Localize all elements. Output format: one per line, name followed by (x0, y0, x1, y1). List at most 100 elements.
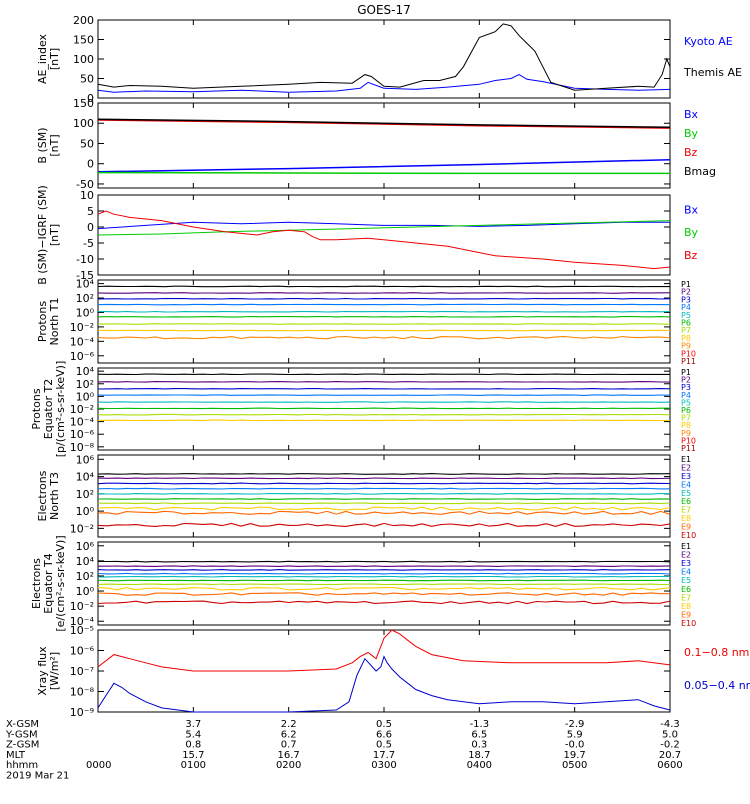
y-axis-label: North T1 (48, 298, 61, 346)
y-tick-label: 10⁻² (70, 600, 94, 613)
channel-line-p4 (98, 395, 670, 396)
panel-frame (98, 455, 670, 537)
channel-line-p4 (98, 304, 670, 305)
channel-line-e10 (98, 523, 670, 526)
channel-line-e3 (98, 570, 670, 571)
x-axis-value: 0000 (86, 760, 111, 771)
legend-entry: Bz (684, 249, 698, 262)
y-tick-label: 10² (76, 292, 94, 305)
series-line-bx (98, 160, 670, 172)
y-tick-label: 10⁻⁸ (70, 686, 95, 699)
y-tick-label: 10² (76, 378, 94, 391)
channel-line-e8 (98, 588, 670, 591)
legend-entry: Bx (684, 108, 699, 121)
y-tick-label: 10⁻⁹ (70, 706, 94, 719)
y-tick-label: 100 (73, 53, 94, 66)
channel-line-e6 (98, 580, 670, 581)
x-axis-value: 0600 (657, 760, 682, 771)
y-axis-label: North T3 (48, 472, 61, 520)
channel-legend-p11: P11 (681, 357, 696, 366)
y-tick-label: 10⁻² (70, 321, 94, 334)
x-axis-value: 0500 (562, 760, 587, 771)
channel-line-e2 (98, 566, 670, 567)
y-axis-label: [W/m²] (48, 652, 61, 690)
x-axis-value: 0300 (371, 760, 396, 771)
series-line-themis-ae (98, 24, 670, 90)
y-tick-label: 10⁻⁴ (70, 335, 95, 348)
legend-entry: Bx (684, 203, 699, 216)
series-line-by (98, 173, 670, 174)
channel-line-p1 (98, 286, 670, 287)
channel-line-e9 (98, 593, 670, 596)
y-tick-label: 10⁶ (76, 453, 95, 466)
channel-legend-p11: P11 (681, 444, 696, 453)
y-tick-label: -5 (83, 237, 94, 250)
channel-line-p7 (98, 414, 670, 415)
y-tick-label: 10⁰ (76, 390, 95, 403)
y-tick-label: 10⁻⁸ (70, 441, 95, 454)
channel-legend-e10: E10 (681, 531, 696, 540)
y-tick-label: 10⁻⁴ (70, 416, 95, 429)
channel-legend-e10: E10 (681, 619, 696, 628)
y-tick-label: 50 (80, 137, 94, 150)
legend-entry: 0.1−0.8 nm (684, 646, 749, 659)
channel-line-e2 (98, 478, 670, 479)
y-tick-label: 10⁻⁶ (70, 428, 95, 441)
y-axis-label: [nT] (48, 134, 61, 156)
y-tick-label: 10⁴ (76, 555, 95, 568)
legend-entry: By (684, 127, 699, 140)
y-tick-label: 10 (80, 189, 94, 202)
y-tick-label: 10⁴ (76, 365, 95, 378)
x-axis-value: 0400 (467, 760, 492, 771)
y-tick-label: 10⁻⁵ (70, 624, 94, 637)
y-tick-label: 10⁻² (70, 403, 94, 416)
channel-line-e4 (98, 488, 670, 489)
channel-line-e10 (98, 601, 670, 604)
y-tick-label: 10⁻⁷ (70, 665, 94, 678)
channel-line-p5 (98, 402, 670, 403)
channel-line-e7 (98, 584, 670, 585)
y-tick-label: 100 (73, 117, 94, 130)
y-tick-label: 10⁻⁶ (70, 350, 95, 363)
channel-line-e1 (98, 561, 670, 562)
channel-line-p8 (98, 330, 670, 331)
channel-line-e6 (98, 499, 670, 500)
y-tick-label: 10² (76, 570, 94, 583)
y-tick-label: 10² (76, 488, 94, 501)
channel-line-e5 (98, 494, 670, 495)
y-tick-label: 10⁴ (76, 471, 95, 484)
y-tick-label: 0 (87, 221, 94, 234)
y-tick-label: 5 (87, 205, 94, 218)
channel-line-p7 (98, 324, 670, 325)
y-tick-label: 10⁶ (76, 540, 95, 553)
channel-line-e8 (98, 507, 670, 510)
legend-entry: By (684, 226, 699, 239)
legend-entry: 0.05−0.4 nm (684, 679, 750, 692)
legend-entry: Themis AE (683, 66, 742, 79)
series-line-bz (98, 211, 670, 269)
channel-line-p3 (98, 299, 670, 300)
y-axis-label: [nT] (48, 48, 61, 70)
channel-line-e7 (98, 503, 670, 504)
legend-entry: Bz (684, 146, 698, 159)
channel-line-p8 (98, 420, 670, 421)
y-tick-label: 150 (73, 34, 94, 47)
date-label: 2019 Mar 21 (6, 771, 69, 782)
y-tick-label: 10⁰ (76, 585, 95, 598)
series-line-0-05-0-4-nm (98, 657, 670, 712)
y-tick-label: 10⁻² (70, 522, 94, 535)
x-axis-value: 0200 (276, 760, 301, 771)
y-tick-label: 10⁻⁶ (70, 645, 95, 658)
channel-line-e9 (98, 511, 670, 514)
panel-frame (98, 630, 670, 712)
y-axis-label: [e/(cm²-s-sr-keV)] (54, 535, 67, 631)
y-tick-label: 0 (87, 158, 94, 171)
